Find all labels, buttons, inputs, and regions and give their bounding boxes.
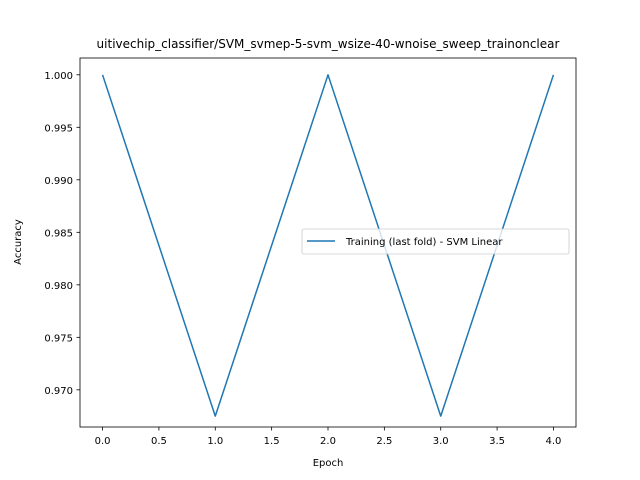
x-tick-label: 1.5 — [264, 436, 280, 447]
y-axis: 0.970 0.975 0.980 0.985 0.990 0.995 1.000 — [44, 71, 80, 397]
y-tick-label: 0.995 — [44, 123, 73, 134]
series-line — [101, 74, 555, 417]
x-axis-label: Epoch — [313, 458, 344, 469]
x-tick-label: 0.0 — [95, 436, 111, 447]
x-tick-label: 2.0 — [320, 436, 336, 447]
x-tick-label: 3.0 — [433, 436, 449, 447]
legend: Training (last fold) - SVM Linear — [301, 228, 570, 255]
plot-area — [101, 74, 555, 417]
y-axis-label: Accuracy — [13, 219, 24, 265]
legend-label: Training (last fold) - SVM Linear — [345, 237, 503, 248]
y-tick-label: 0.980 — [44, 281, 73, 292]
y-tick-label: 0.970 — [44, 386, 73, 397]
x-tick-label: 0.5 — [151, 436, 167, 447]
legend-box — [301, 228, 570, 255]
y-tick-label: 0.975 — [44, 333, 73, 344]
y-tick-label: 0.990 — [44, 176, 73, 187]
x-tick-label: 1.0 — [207, 436, 223, 447]
chart-title: uitivechip_classifier/SVM_svmep-5-svm_ws… — [97, 37, 560, 51]
y-tick-label: 0.985 — [44, 228, 73, 239]
x-axis: 0.0 0.5 1.0 1.5 2.0 2.5 3.0 3.5 4.0 — [95, 427, 562, 447]
y-tick-label: 1.000 — [44, 71, 73, 82]
x-tick-label: 3.5 — [489, 436, 505, 447]
x-tick-label: 4.0 — [546, 436, 562, 447]
x-tick-label: 2.5 — [376, 436, 392, 447]
